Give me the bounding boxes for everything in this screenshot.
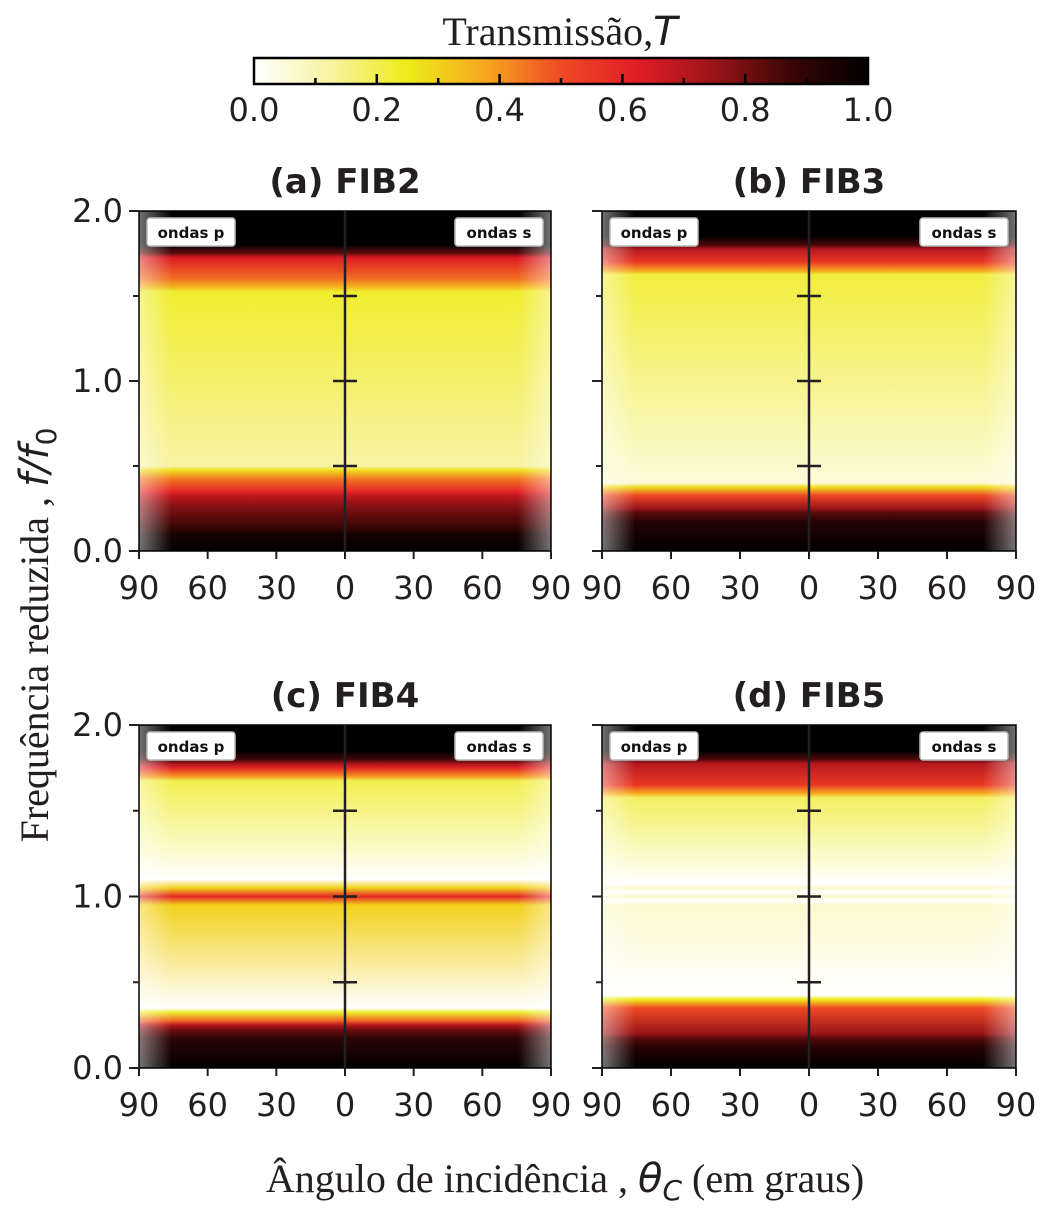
x-tick-label: 90 xyxy=(119,569,160,607)
x-tick-label: 90 xyxy=(996,569,1037,607)
x-tick-label: 90 xyxy=(531,1086,572,1124)
svg-text:ondas p: ondas p xyxy=(158,738,225,756)
x-tick-label: 0 xyxy=(799,1086,819,1124)
p-wave-tag: ondas p xyxy=(609,217,699,247)
x-tick-label: 30 xyxy=(720,1086,761,1124)
x-tick-label: 60 xyxy=(187,569,228,607)
s-wave-tag: ondas s xyxy=(919,217,1009,247)
x-tick-label: 30 xyxy=(256,569,297,607)
colorbar-label: Transmissão,T xyxy=(442,9,681,55)
heatmap-panel: (a) FIB2 ondas p ondas s 0.0 1.0 2.0 90 60 30 0 30… xyxy=(72,162,571,607)
p-wave-tag: ondas p xyxy=(609,731,699,761)
panel-title: (c) FIB4 xyxy=(271,676,420,716)
x-tick-label: 60 xyxy=(462,569,503,607)
p-wave-tag: ondas p xyxy=(146,731,236,761)
heatmap-panel: (b) FIB3 ondas p ondas s 90 60 30 0 30 60 90 xyxy=(582,162,1037,607)
x-tick-label: 0 xyxy=(799,569,819,607)
heatmap-panel: (d) FIB5 ondas p ondas s 90 60 30 0 30 60 90 xyxy=(582,676,1037,1124)
x-tick-label: 90 xyxy=(582,1086,623,1124)
x-tick-label: 90 xyxy=(119,1086,160,1124)
svg-text:ondas p: ondas p xyxy=(158,224,225,242)
x-tick-label: 60 xyxy=(927,1086,968,1124)
x-tick-label: 60 xyxy=(651,569,692,607)
panel-title: (a) FIB2 xyxy=(269,162,420,202)
svg-text:ondas s: ondas s xyxy=(467,738,532,756)
colorbar-tick-label: 0.0 xyxy=(229,91,280,129)
colorbar: Transmissão,T 0.0 0.2 0.4 0.6 0.8 1.0 xyxy=(229,9,894,129)
svg-text:ondas p: ondas p xyxy=(621,224,688,242)
y-tick-label: 0.0 xyxy=(72,532,123,570)
svg-text:ondas s: ondas s xyxy=(932,224,997,242)
y-axis-label: Frequência reduzida , f/f0 xyxy=(12,428,63,843)
p-wave-tag: ondas p xyxy=(146,217,236,247)
x-tick-label: 90 xyxy=(582,569,623,607)
x-tick-label: 90 xyxy=(531,569,572,607)
x-tick-label: 30 xyxy=(720,569,761,607)
x-tick-label: 30 xyxy=(858,569,899,607)
panel-title: (b) FIB3 xyxy=(733,162,886,202)
x-tick-label: 60 xyxy=(927,569,968,607)
heatmap-panel: (c) FIB4 ondas p ondas s 0.0 1.0 2.0 90 60 30 0 30… xyxy=(72,676,571,1124)
x-tick-label: 30 xyxy=(393,1086,434,1124)
s-wave-tag: ondas s xyxy=(919,731,1009,761)
colorbar-tick-label: 1.0 xyxy=(843,91,894,129)
x-tick-label: 30 xyxy=(256,1086,297,1124)
y-tick-label: 0.0 xyxy=(72,1049,123,1087)
y-tick-label: 2.0 xyxy=(72,706,123,744)
x-tick-label: 60 xyxy=(187,1086,228,1124)
x-tick-label: 30 xyxy=(393,569,434,607)
x-axis-label: Ângulo de incidência , θC (em graus) xyxy=(266,1156,864,1207)
x-tick-label: 30 xyxy=(858,1086,899,1124)
x-tick-label: 60 xyxy=(651,1086,692,1124)
s-wave-tag: ondas s xyxy=(454,731,544,761)
x-tick-label: 0 xyxy=(335,1086,355,1124)
panels: (a) FIB2 ondas p ondas s 0.0 1.0 2.0 90 60 30 0 30… xyxy=(72,162,1036,1124)
y-tick-label: 2.0 xyxy=(72,192,123,230)
s-wave-tag: ondas s xyxy=(454,217,544,247)
colorbar-tick-label: 0.4 xyxy=(474,91,525,129)
x-tick-label: 90 xyxy=(996,1086,1037,1124)
svg-text:ondas s: ondas s xyxy=(932,738,997,756)
panel-title: (d) FIB5 xyxy=(733,676,886,716)
y-tick-label: 1.0 xyxy=(72,362,123,400)
colorbar-ticks: 0.0 0.2 0.4 0.6 0.8 1.0 xyxy=(229,74,894,129)
colorbar-tick-label: 0.8 xyxy=(720,91,771,129)
x-tick-label: 60 xyxy=(462,1086,503,1124)
colorbar-tick-label: 0.2 xyxy=(351,91,402,129)
y-tick-label: 1.0 xyxy=(72,878,123,916)
svg-text:ondas p: ondas p xyxy=(621,738,688,756)
svg-text:ondas s: ondas s xyxy=(467,224,532,242)
x-tick-label: 0 xyxy=(335,569,355,607)
colorbar-tick-label: 0.6 xyxy=(597,91,648,129)
